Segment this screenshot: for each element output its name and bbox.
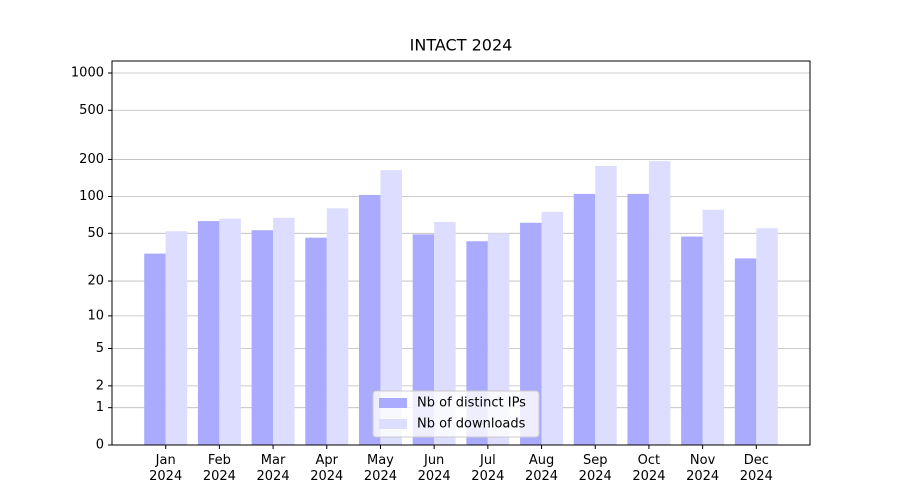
y-tick-label: 2 xyxy=(96,378,104,393)
bar xyxy=(702,209,725,445)
bar xyxy=(734,258,757,445)
legend-label: Nb of downloads xyxy=(417,417,526,432)
y-tick-label: 50 xyxy=(87,226,104,241)
y-tick-label: 0 xyxy=(96,438,104,453)
y-tick-label: 1 xyxy=(96,400,104,415)
bar xyxy=(627,193,649,445)
x-tick-label: Dec 2024 xyxy=(739,453,773,484)
x-tick-label: May 2024 xyxy=(363,453,397,484)
bar xyxy=(756,228,778,445)
y-tick-label: 10 xyxy=(87,308,104,323)
chart-title: INTACT 2024 xyxy=(410,36,513,55)
y-tick-label: 100 xyxy=(79,189,104,204)
x-tick-label: Oct 2024 xyxy=(632,453,666,484)
bar xyxy=(144,253,166,445)
x-tick-label: Jan 2024 xyxy=(149,453,183,484)
bar xyxy=(541,211,564,445)
bar xyxy=(305,237,327,445)
legend-swatch xyxy=(379,398,407,408)
y-tick-label: 20 xyxy=(87,274,104,289)
bar xyxy=(595,165,617,445)
x-tick-label: Mar 2024 xyxy=(256,453,290,484)
legend-swatch xyxy=(379,419,407,429)
bar xyxy=(219,218,241,445)
bar xyxy=(326,208,349,445)
y-tick-label: 500 xyxy=(79,103,104,118)
bar xyxy=(251,230,274,445)
bar xyxy=(197,221,220,445)
plot-frame xyxy=(111,60,811,446)
x-tick-label: Nov 2024 xyxy=(686,453,720,484)
x-tick-label: Aug 2024 xyxy=(524,453,559,484)
legend-label: Nb of distinct IPs xyxy=(417,396,526,411)
x-tick-label: Jun 2024 xyxy=(417,453,451,484)
bar xyxy=(273,217,295,445)
y-tick-label: 200 xyxy=(79,152,104,167)
bar xyxy=(681,236,703,445)
legend-box xyxy=(372,390,540,438)
bar xyxy=(358,194,381,445)
bar xyxy=(520,222,542,445)
bar xyxy=(380,170,402,445)
x-tick-label: Jul 2024 xyxy=(471,453,505,484)
x-tick-label: Apr 2024 xyxy=(310,453,344,484)
bar xyxy=(648,161,671,445)
bar xyxy=(573,193,596,445)
y-tick-label: 1000 xyxy=(71,66,104,81)
bar xyxy=(434,221,456,445)
x-tick-label: Feb 2024 xyxy=(202,453,236,484)
x-tick-label: Sep 2024 xyxy=(578,453,612,484)
bar xyxy=(165,231,188,445)
y-tick-label: 5 xyxy=(96,341,104,356)
